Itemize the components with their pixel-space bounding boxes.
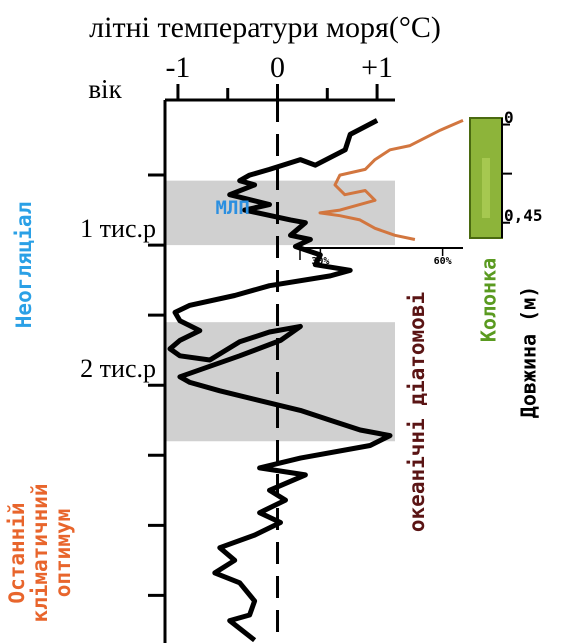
core-axis-label: Довжина (м) [517,286,541,418]
core-texture [482,158,490,218]
x-tick-label: 0 [270,51,285,84]
annotation: МЛП [216,197,250,219]
x-tick-label: -1 [165,51,190,84]
core-label: Колонка [477,258,501,342]
y-axis-label: вік [88,74,122,104]
data-line [318,119,464,241]
chart-title: літні температури моря(°C) [89,11,441,44]
y-tick-label: 1 тис.р [80,214,156,243]
inset-tick-label: 30% [311,256,329,267]
core-tick-label: 0 [504,108,514,127]
annotation: Неогляціал [12,202,36,328]
series-label: океанічні діатомові [405,292,429,532]
data-line [167,118,393,643]
y-tick-label: 2 тис.р [80,354,156,383]
annotation: кліматичний [28,483,52,622]
annotation: Останній [5,502,29,603]
annotation: оптимум [51,509,75,598]
inset-tick-label: 60% [434,256,452,267]
x-tick-label: +1 [361,51,393,84]
core-tick-label: 0,45 [504,206,543,225]
